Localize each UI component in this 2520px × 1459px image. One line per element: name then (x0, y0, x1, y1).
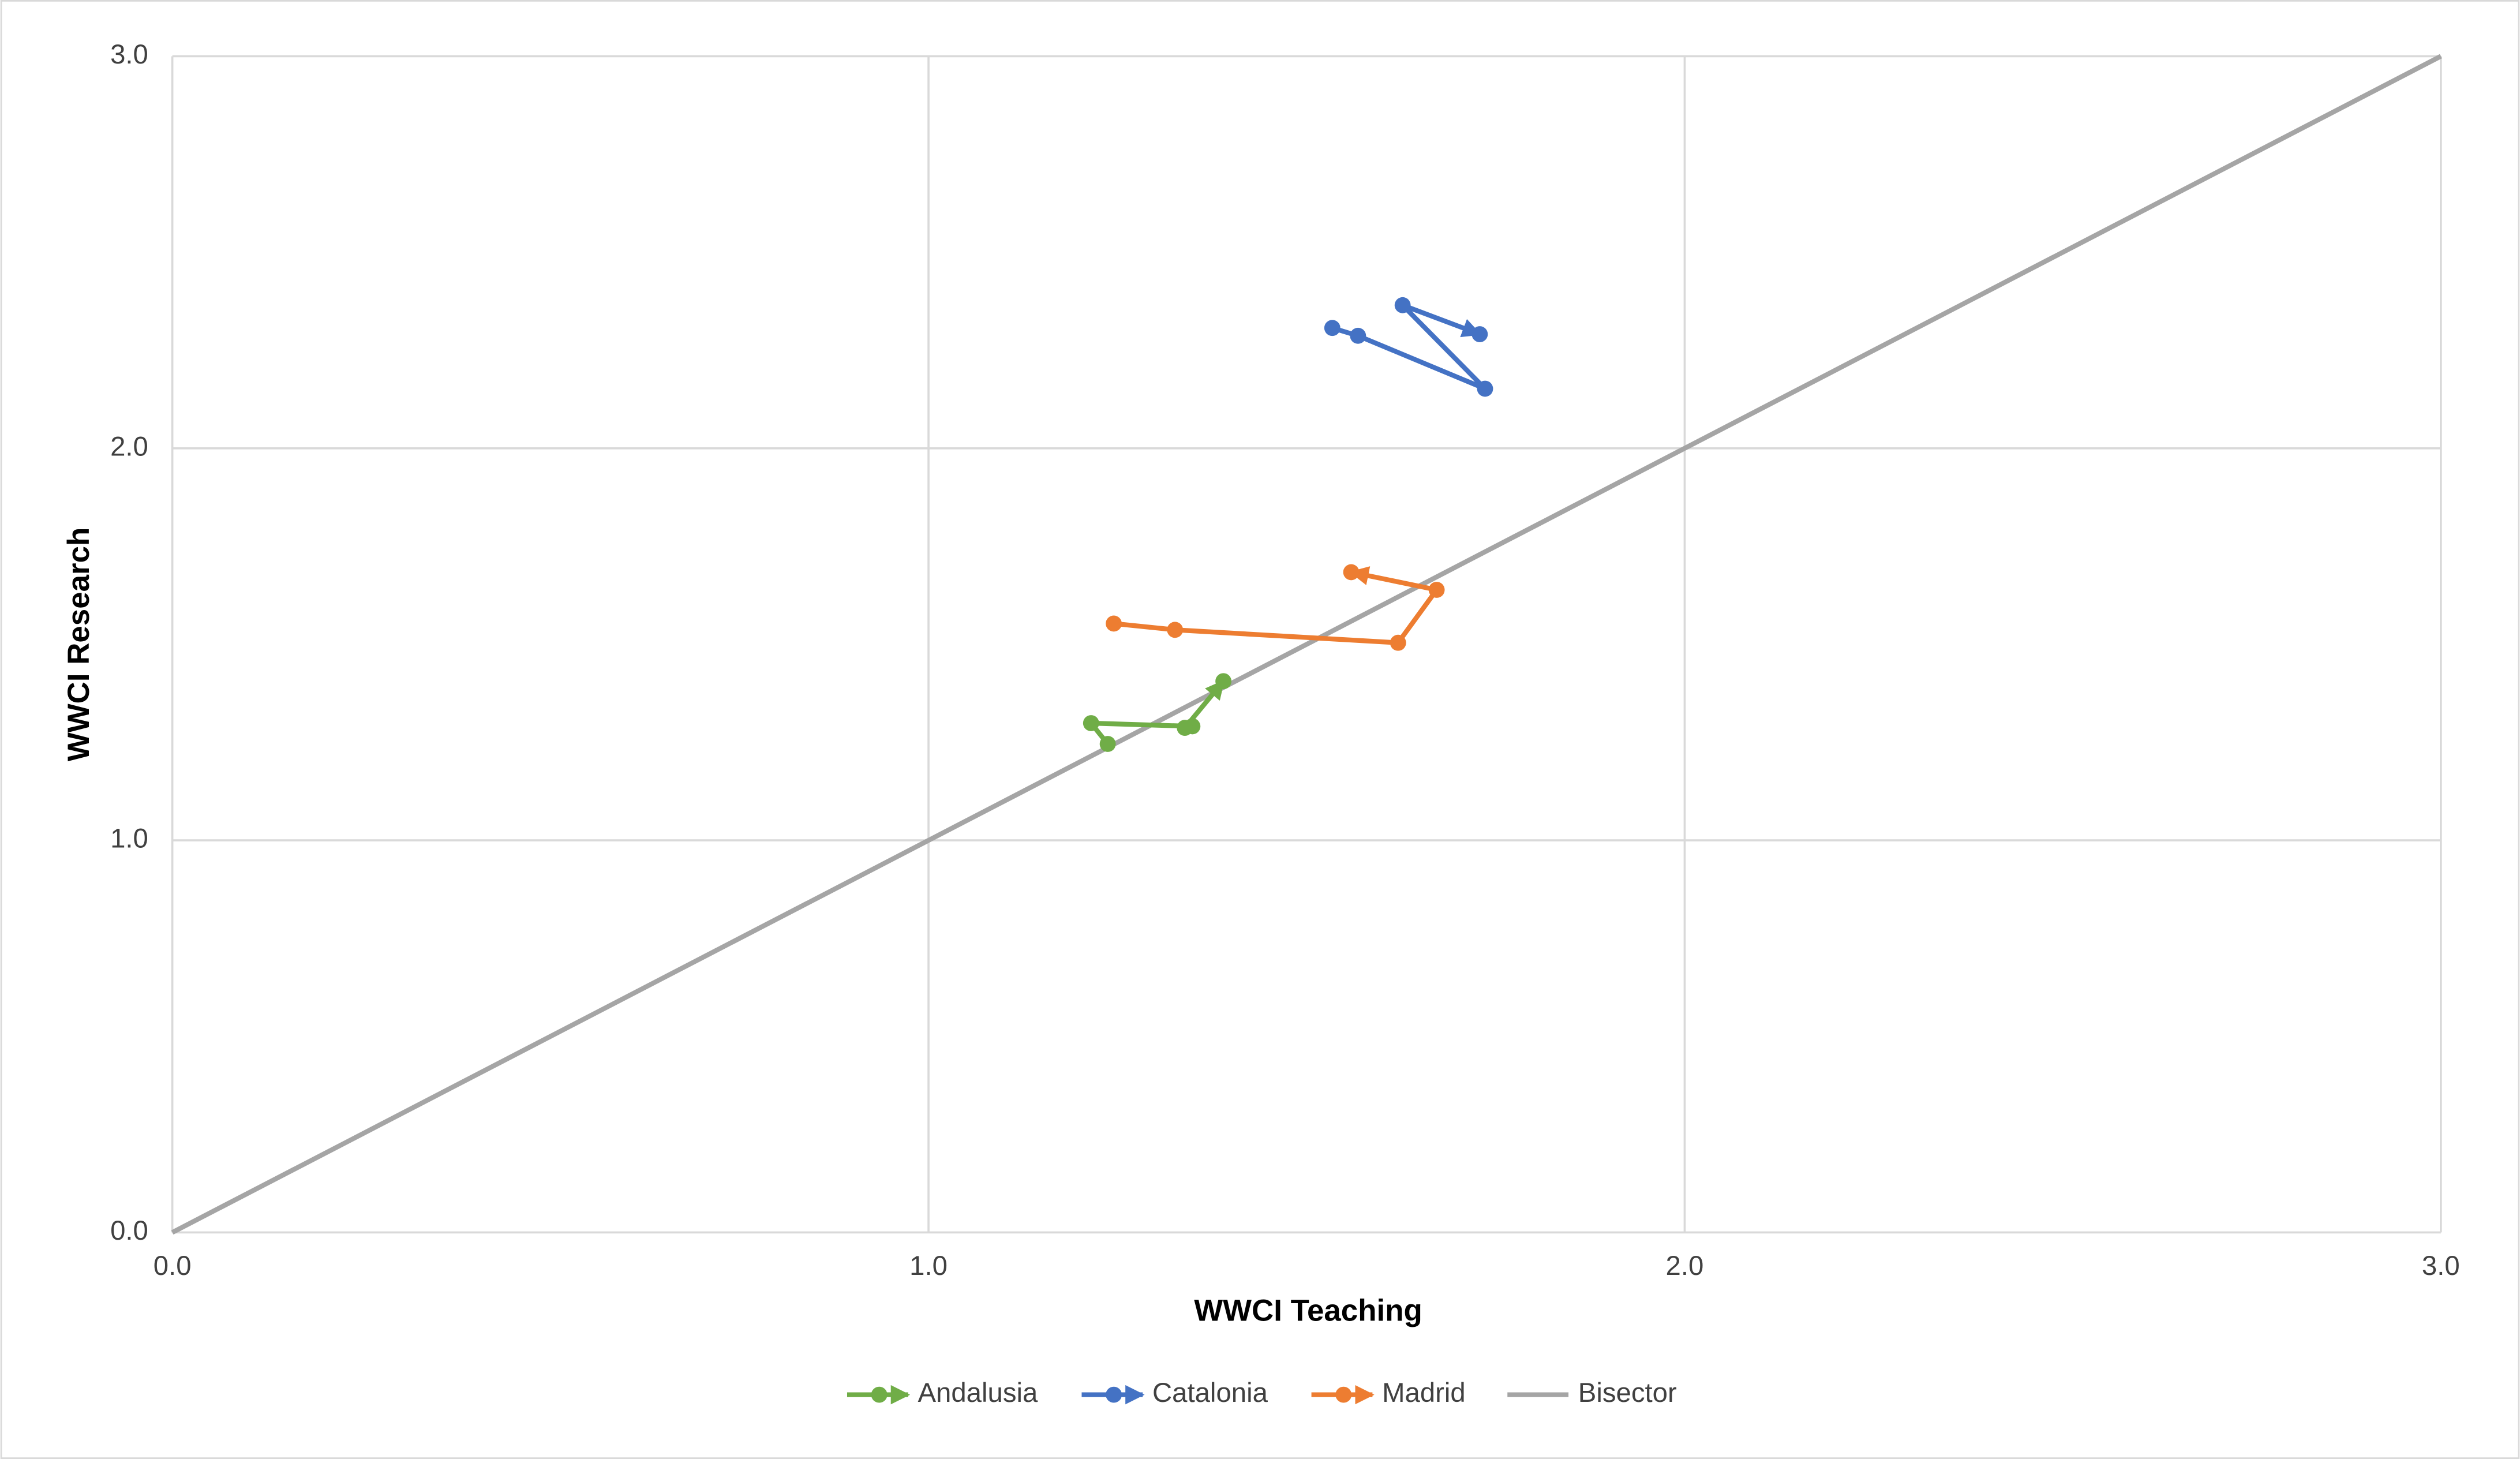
y-tick-label: 1.0 (110, 824, 148, 854)
data-point (1394, 297, 1411, 313)
data-point (1477, 380, 1493, 397)
y-axis-title: WWCI Research (62, 528, 96, 761)
legend-marker (871, 1386, 888, 1403)
legend-item: Madrid (1311, 1378, 1466, 1408)
x-tick-label: 2.0 (1666, 1251, 1704, 1281)
data-point (1177, 720, 1193, 736)
data-point (1083, 715, 1099, 731)
data-point (1099, 736, 1116, 752)
data-point (1167, 622, 1184, 638)
legend-label: Bisector (1578, 1378, 1677, 1408)
data-point (1390, 634, 1406, 651)
data-point (1106, 615, 1122, 632)
data-point (1471, 326, 1488, 343)
data-point (1324, 320, 1340, 336)
legend-label: Andalusia (918, 1378, 1038, 1408)
legend-label: Catalonia (1152, 1378, 1268, 1408)
data-point (1215, 673, 1232, 690)
y-tick-label: 3.0 (110, 39, 148, 70)
legend-item: Andalusia (847, 1378, 1038, 1408)
x-tick-label: 1.0 (909, 1251, 948, 1281)
legend-marker (1335, 1386, 1352, 1403)
legend-marker (1106, 1386, 1122, 1403)
x-tick-label: 3.0 (2422, 1251, 2460, 1281)
data-point (1428, 582, 1445, 598)
y-tick-label: 2.0 (110, 431, 148, 462)
x-tick-label: 0.0 (153, 1251, 192, 1281)
legend-item: Bisector (1507, 1378, 1677, 1408)
legend-item: Catalonia (1081, 1378, 1268, 1408)
data-point (1350, 327, 1366, 344)
data-point (1343, 564, 1360, 581)
legend-label: Madrid (1382, 1378, 1466, 1408)
y-tick-label: 0.0 (110, 1215, 148, 1246)
x-axis-title: WWCI Teaching (1194, 1294, 1422, 1328)
series-line (171, 54, 2442, 1235)
